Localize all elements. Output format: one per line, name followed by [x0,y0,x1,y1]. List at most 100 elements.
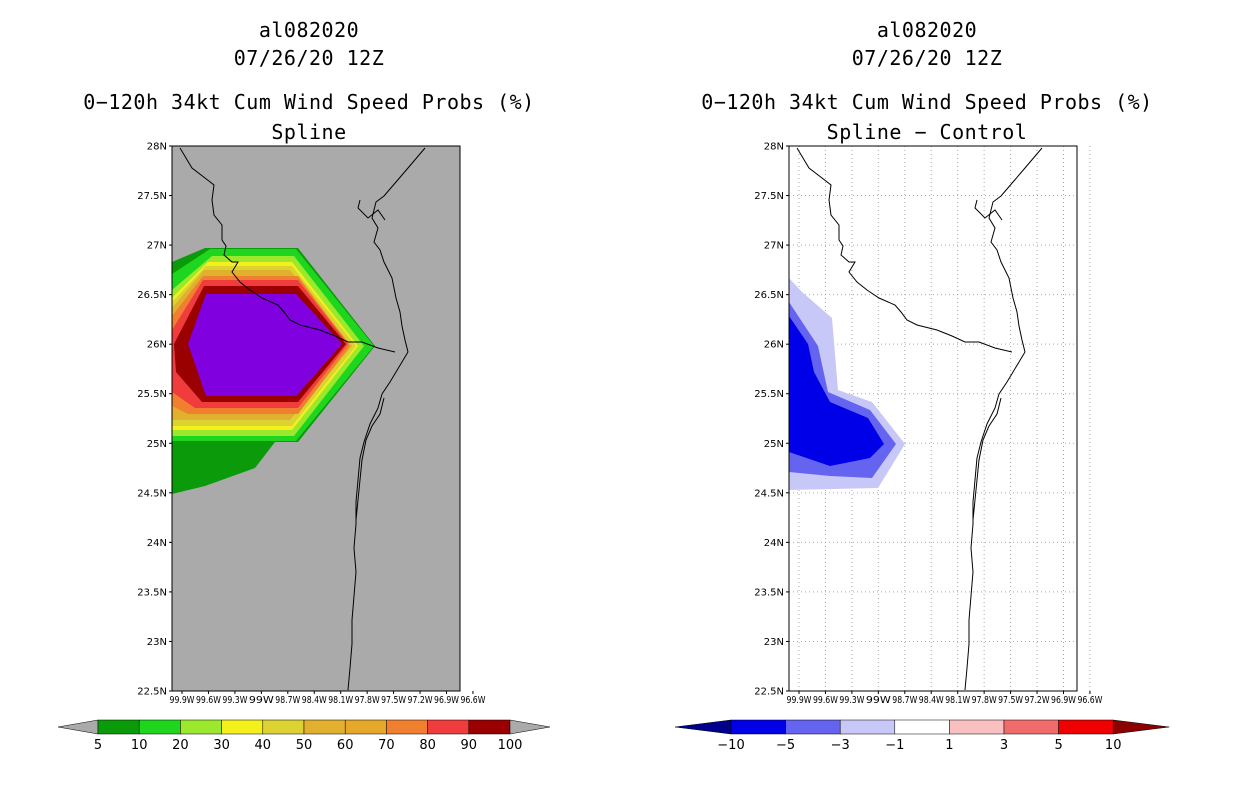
colorbar-label: 10 [1105,738,1122,753]
colorbar-swatch [344,719,387,735]
colorbar-swatch [180,719,222,735]
x-tick-label: 98.4W [919,695,944,706]
y-tick-label: 27N [147,241,167,252]
x-tick-label: 99.3W [839,695,864,706]
colorbar-label: 20 [172,738,189,753]
right-subtitle: Spline − Control [826,120,1028,144]
y-tick-label: 23.5N [754,587,784,598]
left-subtitle: Spline [271,120,347,144]
colorbar-label: 5 [94,738,102,753]
colorbar-label: 90 [461,738,478,753]
y-tick-label: 23.5N [137,587,167,598]
x-tick-label: 99W [249,695,274,706]
colorbar-swatch [386,719,428,735]
colorbar-low-triangle [674,719,732,735]
x-tick-label: 98.7W [275,695,300,706]
y-tick-label: 26.5N [754,290,784,301]
y-tick-label: 22.5N [137,687,167,698]
x-tick-label: 98.4W [302,695,327,706]
x-tick-label: 96.9W [434,695,459,706]
right-storm-id: al082020 [876,18,978,42]
colorbar-swatch [221,719,264,735]
right-map: 22.5N 23N 23.5N 24N 24.5N 25N 25.5N 26N 26.5N 27N… [754,142,1102,707]
x-tick-label: 96.6W [1077,695,1102,706]
left-laguna-madre-island [355,397,385,521]
colorbar-swatch [949,719,1005,735]
y-tick-label: 27N [764,241,784,252]
left-probability-contours [172,248,375,494]
right-colorbar: −10 −5 −3 −1 1 3 5 10 [674,719,1170,753]
y-tick-label: 24N [764,538,784,549]
right-product-title: 0−120h 34kt Cum Wind Speed Probs (%) [701,90,1153,114]
x-tick-label: 97.8W [972,695,997,706]
left-storm-id: al082020 [258,18,360,42]
colorbar-swatch [894,719,950,735]
colorbar-swatch [468,719,511,735]
left-x-axis: 99.9W 99.6W 99.3W 99W 98.7W 98.4W 98.1W 97.8W 97… [170,691,486,706]
x-tick-label: 97.2W [1025,695,1050,706]
x-tick-label: 97.5W [998,695,1023,706]
colorbar-low-triangle [57,719,99,735]
colorbar-label: 1 [945,738,953,753]
right-datetime: 07/26/20 12Z [851,46,1003,70]
x-tick-label: 98.1W [945,695,970,706]
left-product-title: 0−120h 34kt Cum Wind Speed Probs (%) [83,90,535,114]
left-coast-north [371,147,426,353]
colorbar-label: −1 [885,738,904,753]
contour-100 [188,294,342,396]
colorbar-swatch [262,719,305,735]
right-border-rio-grande [796,147,1013,353]
x-tick-label: 99.9W [787,695,812,706]
x-tick-label: 96.9W [1051,695,1076,706]
left-coastline [179,147,426,691]
right-coast-south [964,351,1026,691]
colorbar-label: −3 [831,738,850,753]
colorbar-swatch [427,719,470,735]
colorbar-label: 60 [337,738,354,753]
y-tick-label: 28N [764,142,784,153]
x-tick-label: 99.3W [222,695,247,706]
right-laguna-madre-island [972,397,1002,521]
colorbar-swatch [839,719,896,735]
colorbar-swatch [138,719,181,735]
right-coastline [796,147,1043,691]
x-tick-label: 98.7W [892,695,917,706]
left-border-rio-grande [179,147,396,353]
left-colorbar: 5 10 20 30 40 50 60 70 80 90 100 [57,719,551,753]
left-laguna-inner [357,199,386,221]
left-y-axis: 22.5N 23N 23.5N 24N 24.5N 25N 25.5N 26N 26.5N 27N… [137,142,172,698]
y-tick-label: 27.5N [137,191,167,202]
colorbar-label: 70 [378,738,395,753]
contour-minus5 [789,316,884,466]
colorbar-label: 50 [296,738,313,753]
y-tick-label: 27.5N [754,191,784,202]
x-tick-label: 97.8W [355,695,380,706]
x-tick-label: 99.6W [813,695,838,706]
colorbar-label: 3 [1000,738,1008,753]
y-tick-label: 24.5N [754,488,784,499]
colorbar-label: 40 [255,738,272,753]
colorbar-label: 80 [419,738,436,753]
x-tick-label: 96.6W [460,695,485,706]
colorbar-swatch [730,719,786,735]
left-map-frame [171,145,461,692]
right-y-axis: 22.5N 23N 23.5N 24N 24.5N 25N 25.5N 26N 26.5N 27N… [754,142,789,698]
x-tick-label: 99.9W [170,695,195,706]
y-tick-label: 26N [147,340,167,351]
y-tick-label: 24.5N [137,488,167,499]
y-tick-label: 25.5N [754,389,784,400]
y-tick-label: 26.5N [137,290,167,301]
right-laguna-inner [974,199,1003,221]
colorbar-high-triangle [509,719,551,735]
x-tick-label: 99W [866,695,891,706]
right-coast-north [988,147,1043,353]
y-tick-label: 24N [147,538,167,549]
y-tick-label: 22.5N [754,687,784,698]
left-map: 22.5N 23N 23.5N 24N 24.5N 25N 25.5N 26N 26.5N 27N… [137,142,485,707]
right-map-frame [788,145,1078,692]
colorbar-swatch [785,719,841,735]
y-tick-label: 25N [147,439,167,450]
colorbar-swatch [1058,719,1114,735]
y-tick-label: 23N [147,637,167,648]
y-tick-label: 26N [764,340,784,351]
